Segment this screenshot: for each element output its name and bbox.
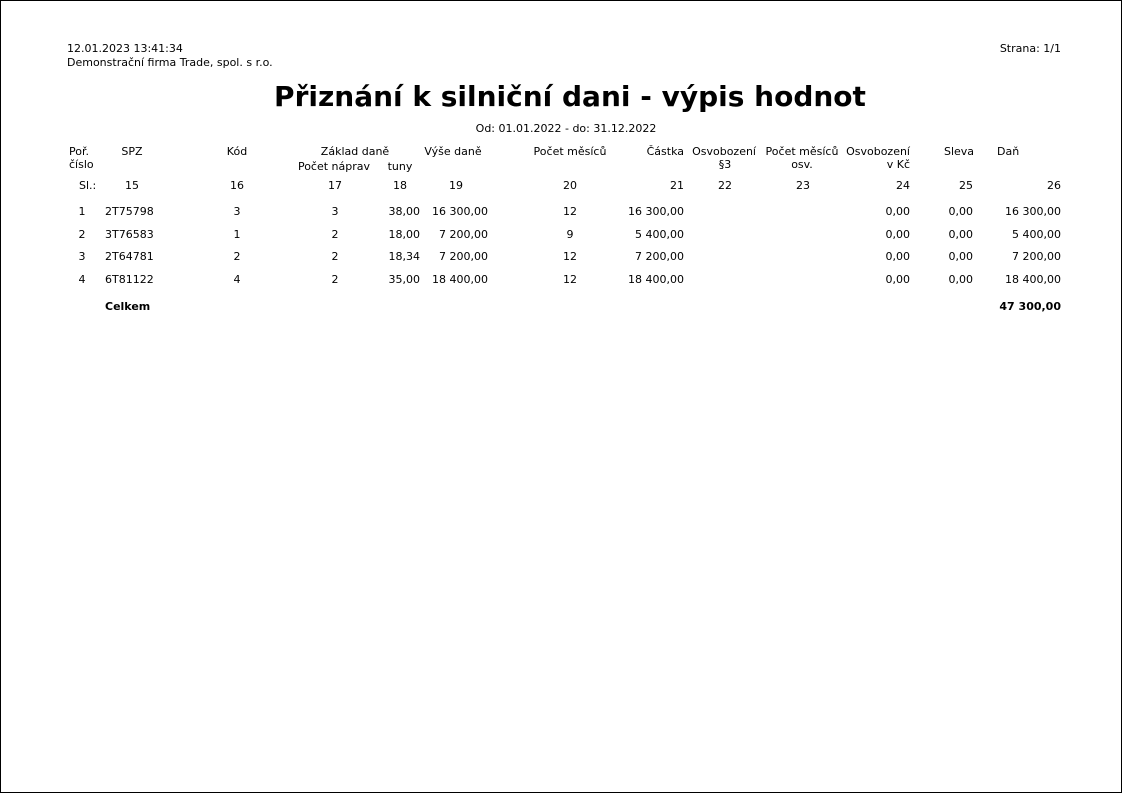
cell-spz: 3T76583 — [105, 228, 154, 241]
col-header-kod: Kód — [226, 145, 248, 158]
cell-vyse: 7 200,00 — [439, 228, 488, 241]
cell-castka: 16 300,00 — [628, 205, 684, 218]
cell-naprav: 2 — [331, 228, 339, 241]
report-title: Přiznání k silniční dani - výpis hodnot — [274, 80, 866, 113]
cell-por: 1 — [78, 205, 86, 218]
cell-tuny: 35,00 — [388, 273, 421, 286]
col-header-mesicu-osv-2: osv. — [791, 158, 813, 171]
cell-mesicu-osv — [733, 228, 873, 242]
cell-tuny: 38,00 — [388, 205, 421, 218]
cell-vyse: 18 400,00 — [432, 273, 488, 286]
report-period: Od: 01.01.2022 - do: 31.12.2022 — [475, 122, 657, 135]
line-number-por: Sl.: — [79, 179, 97, 192]
cell-naprav: 2 — [331, 273, 339, 286]
line-number-tuny: 18 — [393, 179, 407, 192]
cell-osv-kc: 0,00 — [885, 250, 911, 263]
col-header-por: Poř. — [69, 145, 89, 158]
cell-dan: 5 400,00 — [1012, 228, 1061, 241]
cell-vyse: 7 200,00 — [439, 250, 488, 263]
line-number-mesicu-osv: 23 — [796, 179, 810, 192]
cell-castka: 18 400,00 — [628, 273, 684, 286]
line-number-naprav: 17 — [328, 179, 342, 192]
col-header-mesicu-osv: Počet měsíců — [765, 145, 839, 158]
total-label: Celkem — [105, 300, 151, 313]
cell-dan: 7 200,00 — [1012, 250, 1061, 263]
col-header-dan: Daň — [997, 145, 1020, 158]
cell-por: 3 — [78, 250, 86, 263]
col-header-zaklad: Základ daně — [320, 145, 390, 158]
col-header-spz: SPZ — [121, 145, 143, 158]
col-header-osv-kc-2: v Kč — [886, 158, 910, 171]
cell-dan: 18 400,00 — [1005, 273, 1061, 286]
cell-mesicu-osv — [733, 205, 873, 219]
line-number-osv-kc: 24 — [896, 179, 910, 192]
cell-tuny: 18,00 — [388, 228, 421, 241]
line-number-spz: 15 — [125, 179, 139, 192]
cell-kod: 2 — [233, 250, 241, 263]
col-header-castka: Částka — [646, 145, 684, 158]
cell-spz: 2T64781 — [105, 250, 154, 263]
cell-spz: 2T75798 — [105, 205, 154, 218]
cell-mesicu-osv — [733, 273, 873, 287]
col-header-naprav: Počet náprav — [297, 160, 371, 173]
cell-sleva: 0,00 — [948, 250, 974, 263]
line-number-kod: 16 — [230, 179, 244, 192]
cell-kod: 3 — [233, 205, 241, 218]
company-name: Demonstrační firma Trade, spol. s r.o. — [67, 56, 273, 69]
cell-mesicu: 9 — [566, 228, 574, 241]
col-header-mesicu: Počet měsíců — [533, 145, 607, 158]
cell-castka: 5 400,00 — [635, 228, 684, 241]
cell-osv-kc: 0,00 — [885, 205, 911, 218]
cell-sleva: 0,00 — [948, 273, 974, 286]
line-number-dan: 26 — [1047, 179, 1061, 192]
cell-naprav: 2 — [331, 250, 339, 263]
col-header-sleva: Sleva — [943, 145, 975, 158]
cell-kod: 1 — [233, 228, 241, 241]
line-number-osv3: 22 — [718, 179, 732, 192]
col-header-por-2: číslo — [69, 158, 94, 171]
cell-tuny: 18,34 — [388, 250, 421, 263]
cell-naprav: 3 — [331, 205, 339, 218]
col-header-osv3-2: §3 — [718, 158, 732, 171]
line-number-vyse: 19 — [449, 179, 463, 192]
print-datetime: 12.01.2023 13:41:34 — [67, 42, 183, 55]
cell-sleva: 0,00 — [948, 205, 974, 218]
cell-castka: 7 200,00 — [635, 250, 684, 263]
cell-sleva: 0,00 — [948, 228, 974, 241]
cell-por: 2 — [78, 228, 86, 241]
cell-vyse: 16 300,00 — [432, 205, 488, 218]
cell-mesicu: 12 — [563, 250, 577, 263]
page-number: Strana: 1/1 — [999, 42, 1061, 55]
cell-mesicu: 12 — [563, 205, 577, 218]
total-value: 47 300,00 — [999, 300, 1061, 313]
col-header-osv3: Osvobození — [692, 145, 756, 158]
cell-kod: 4 — [233, 273, 241, 286]
col-header-vyse: Výše daně — [424, 145, 482, 158]
col-header-tuny: tuny — [387, 160, 413, 173]
cell-spz: 6T81122 — [105, 273, 154, 286]
cell-mesicu-osv — [733, 250, 873, 264]
cell-por: 4 — [78, 273, 86, 286]
cell-dan: 16 300,00 — [1005, 205, 1061, 218]
cell-osv-kc: 0,00 — [885, 273, 911, 286]
line-number-sleva: 25 — [959, 179, 973, 192]
cell-mesicu: 12 — [563, 273, 577, 286]
line-number-mesicu: 20 — [563, 179, 577, 192]
col-header-osv-kc: Osvobození — [846, 145, 910, 158]
line-number-castka: 21 — [670, 179, 684, 192]
cell-osv-kc: 0,00 — [885, 228, 911, 241]
